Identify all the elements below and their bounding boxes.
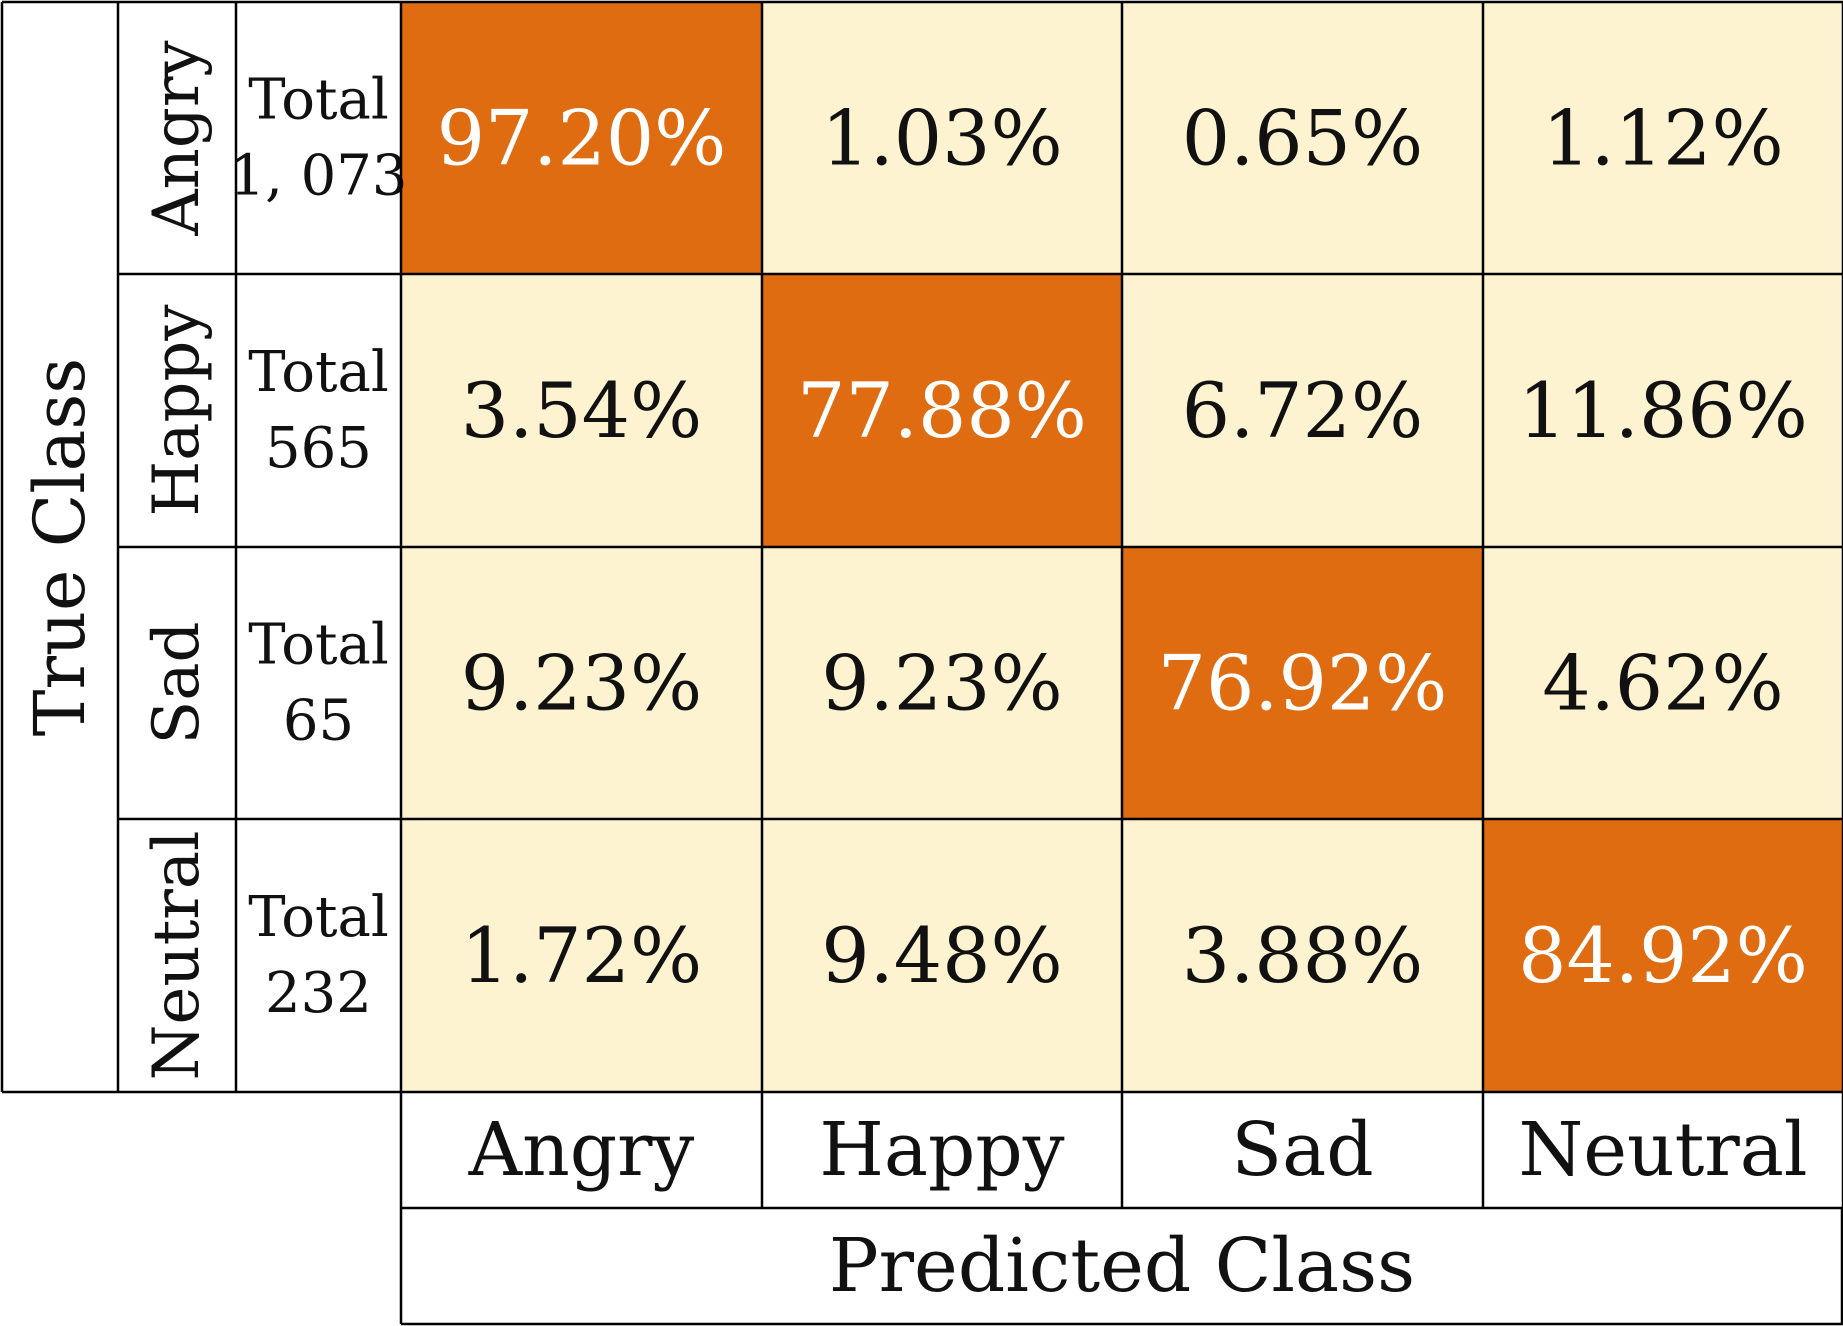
cell-neutral-neutral	[1483, 819, 1843, 1092]
col-label-angry: Angry	[468, 1107, 695, 1193]
row-total-label: Total	[248, 68, 389, 133]
cell-value-label: 9.23%	[821, 639, 1062, 728]
cell-value-label: 1.72%	[461, 911, 702, 1000]
row-total-value: 65	[283, 689, 354, 754]
y-axis-title: True Class	[19, 358, 101, 736]
col-label-sad: Sad	[1231, 1107, 1373, 1193]
cell-value-label: 84.92%	[1518, 911, 1808, 1000]
cell-value-label: 0.65%	[1182, 94, 1423, 183]
cell-value-label: 1.03%	[821, 94, 1062, 183]
cell-value-label: 77.88%	[797, 366, 1087, 455]
cell-value-label: 76.92%	[1158, 639, 1448, 728]
col-label-happy: Happy	[819, 1107, 1064, 1193]
row-total-value: 565	[265, 416, 372, 481]
row-total-value: 1, 073	[229, 144, 407, 209]
cell-value-label: 4.62%	[1542, 639, 1783, 728]
cell-happy-happy	[762, 274, 1122, 547]
cell-happy-sad	[1122, 274, 1483, 547]
cell-happy-neutral	[1483, 274, 1843, 547]
cell-value-label: 3.54%	[461, 366, 702, 455]
row-label-neutral: Neutral	[140, 830, 214, 1080]
x-axis-title: Predicted Class	[829, 1223, 1415, 1309]
cell-sad-angry	[401, 547, 762, 819]
matrix-labels: 97.20% 1.03% 0.65% 1.12% 3.54% 77.88% 6.72% 11.…	[19, 40, 1808, 1309]
row-total-label: Total	[248, 340, 389, 405]
cell-sad-neutral	[1483, 547, 1843, 819]
row-total-label: Total	[248, 885, 389, 950]
cell-angry-angry	[401, 2, 762, 274]
cell-angry-happy	[762, 2, 1122, 274]
cell-sad-happy	[762, 547, 1122, 819]
cell-neutral-happy	[762, 819, 1122, 1092]
cell-value-label: 1.12%	[1542, 94, 1783, 183]
row-label-sad: Sad	[140, 622, 214, 745]
matrix-cells	[401, 2, 1843, 1092]
cell-value-label: 97.20%	[437, 94, 727, 183]
cell-value-label: 9.23%	[461, 639, 702, 728]
cell-value-label: 9.48%	[821, 911, 1062, 1000]
cell-happy-angry	[401, 274, 762, 547]
cell-value-label: 6.72%	[1182, 366, 1423, 455]
row-total-value: 232	[265, 961, 372, 1026]
cell-value-label: 11.86%	[1518, 366, 1808, 455]
row-total-label: Total	[248, 613, 389, 678]
cell-neutral-angry	[401, 819, 762, 1092]
cell-value-label: 3.88%	[1182, 911, 1423, 1000]
col-label-neutral: Neutral	[1518, 1107, 1807, 1193]
cell-sad-sad	[1122, 547, 1483, 819]
row-label-happy: Happy	[140, 304, 214, 516]
row-label-angry: Angry	[140, 40, 214, 236]
cell-angry-sad	[1122, 2, 1483, 274]
cell-neutral-sad	[1122, 819, 1483, 1092]
cell-angry-neutral	[1483, 2, 1843, 274]
